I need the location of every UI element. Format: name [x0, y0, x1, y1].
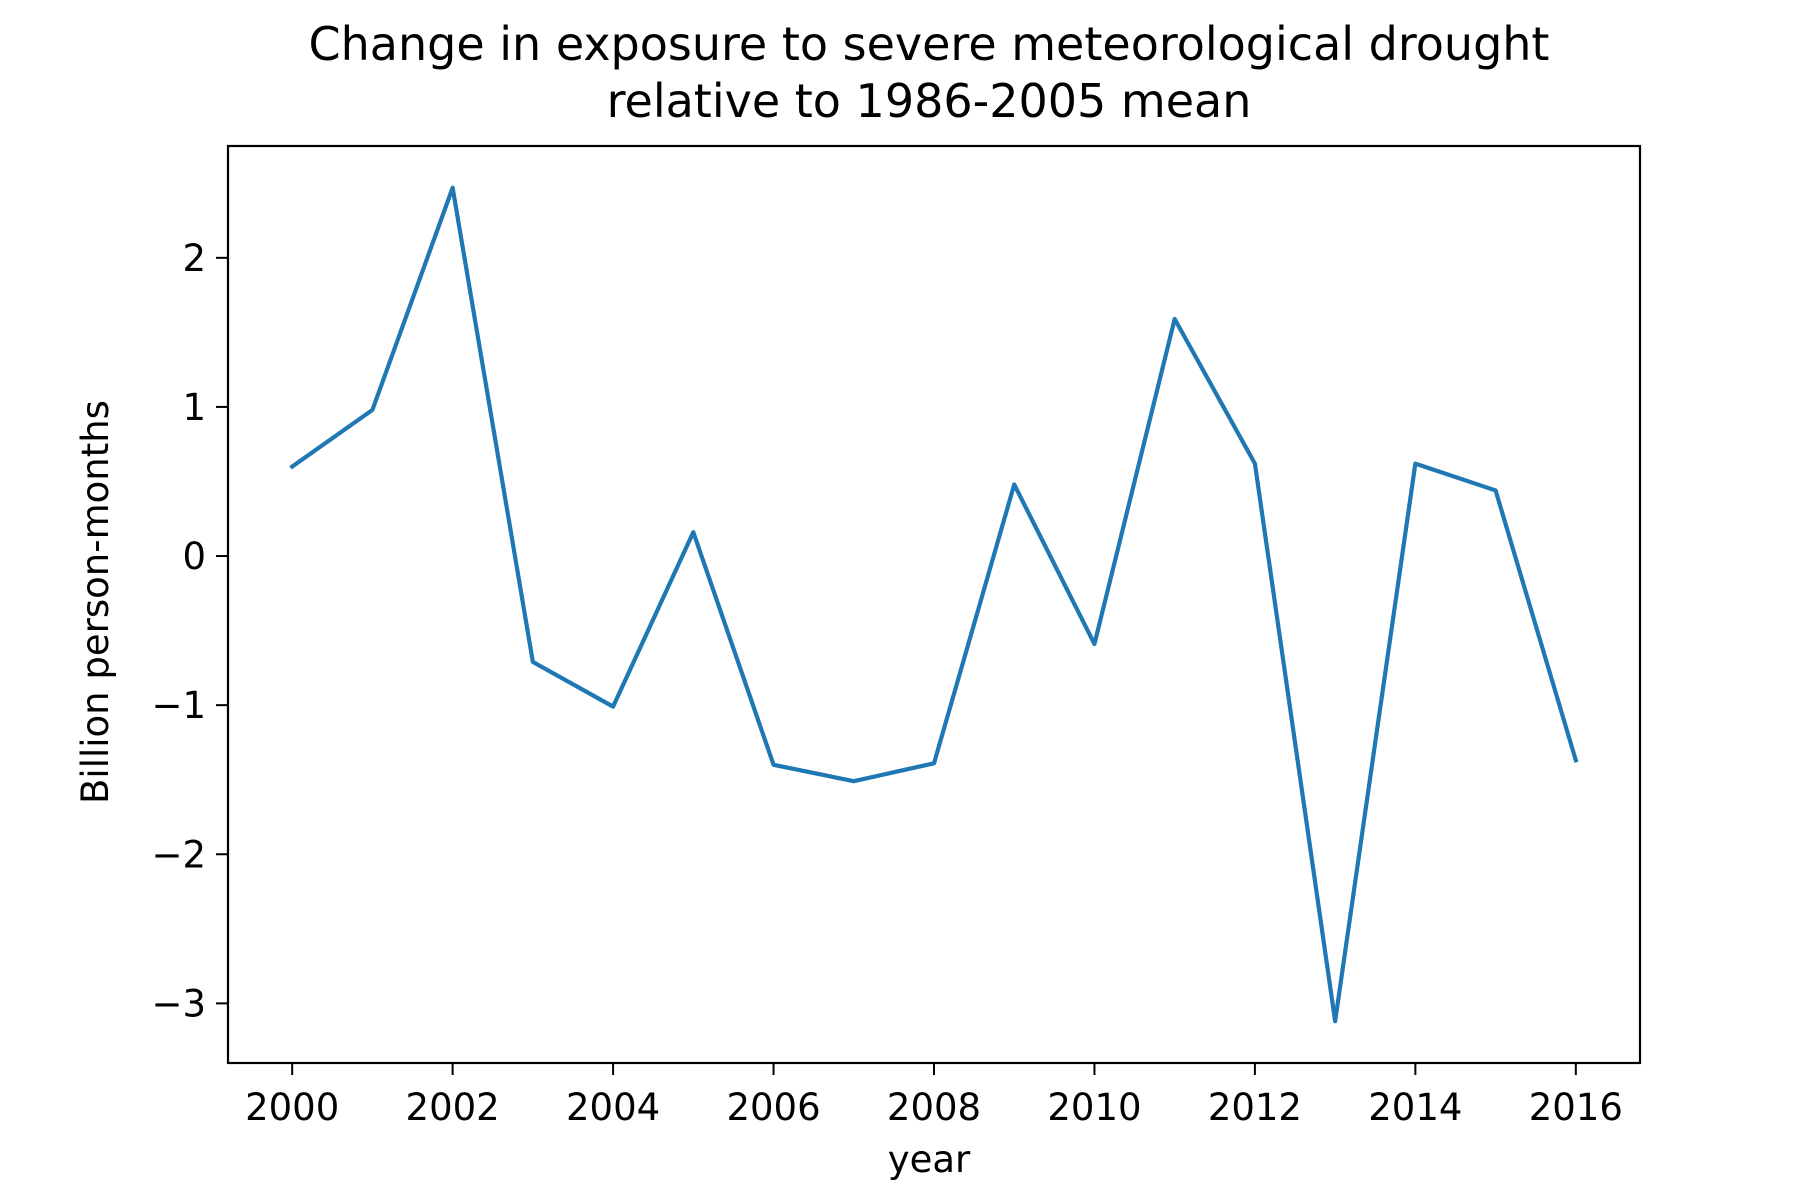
- chart-title-line-2: relative to 1986-2005 mean: [607, 74, 1252, 128]
- x-tick-label: 2002: [406, 1086, 500, 1129]
- x-tick-label: 2000: [245, 1086, 339, 1129]
- y-tick-label: −1: [151, 684, 206, 727]
- y-tick-label: −3: [151, 982, 206, 1025]
- y-tick-label: −2: [151, 833, 206, 876]
- y-tick-label: 2: [182, 237, 206, 280]
- plot-frame: [226, 144, 1642, 1065]
- x-tick-label: 2010: [1047, 1086, 1141, 1129]
- y-axis-label: Billion person-months: [74, 400, 117, 804]
- chart-title-line-1: Change in exposure to severe meteorologi…: [309, 17, 1550, 71]
- x-tick-label: 2006: [726, 1086, 820, 1129]
- plot-area: [226, 144, 1642, 1065]
- y-tick-label: 0: [182, 535, 206, 578]
- series-line-0: [289, 185, 1579, 1024]
- x-tick-label: 2008: [887, 1086, 981, 1129]
- x-tick-label: 2004: [566, 1086, 660, 1129]
- x-tick-label: 2016: [1529, 1086, 1623, 1129]
- x-axis-ticks: 2000 2002 2004 2006 2008 2010 2012 2014 2016: [245, 1063, 1623, 1129]
- y-axis-ticks: 2 1 0 −1 −2 −3: [151, 237, 228, 1025]
- x-tick-label: 2012: [1208, 1086, 1302, 1129]
- y-tick-label: 1: [182, 386, 206, 429]
- chart-title: Change in exposure to severe meteorologi…: [309, 17, 1550, 128]
- x-tick-label: 2014: [1368, 1086, 1462, 1129]
- x-axis-label: year: [888, 1138, 971, 1181]
